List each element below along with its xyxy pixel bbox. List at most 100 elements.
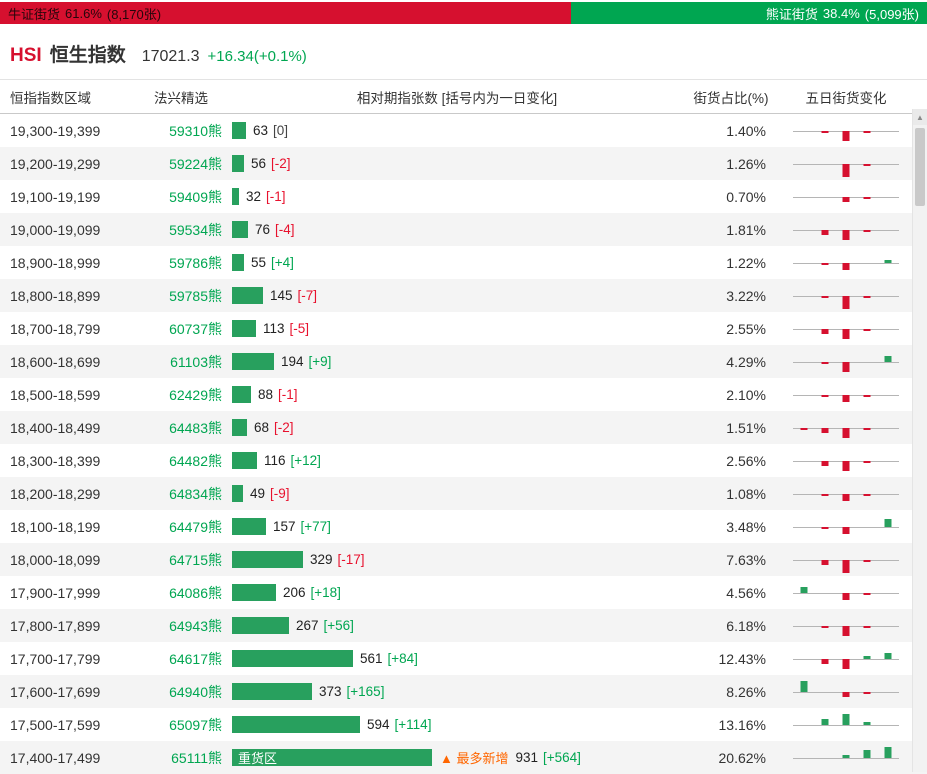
oi-bar-cell: 157 [+77]: [224, 518, 682, 535]
mini-chart-slot: [878, 678, 899, 705]
heavy-zone-label: 重货区: [238, 751, 278, 766]
mini-bar-down: [863, 394, 871, 398]
five-day-mini-chart: [793, 480, 899, 507]
mini-bar-down: [842, 328, 850, 339]
oi-bar: [232, 617, 289, 634]
bull-amount: (8,170张): [106, 6, 162, 22]
warrant-code-link[interactable]: 64943熊: [169, 617, 222, 634]
street-ratio-value: 1.08%: [726, 485, 766, 502]
five-day-mini-chart: [793, 513, 899, 540]
warrant-code-link[interactable]: 64834熊: [169, 485, 222, 502]
index-range: 19,200-19,299: [10, 155, 101, 172]
oi-bar-cell: 56 [-2]: [224, 155, 682, 172]
warrant-code-link[interactable]: 64940熊: [169, 683, 222, 700]
index-range: 17,400-17,499: [10, 749, 101, 766]
oi-value: 206: [283, 585, 306, 600]
five-day-mini-chart: [793, 744, 899, 771]
warrant-code-link[interactable]: 64715熊: [169, 551, 222, 568]
table-row: 18,700-18,799 60737熊 113 [-5] 2.55%: [0, 312, 927, 345]
bull-bear-ratio-bar: 牛证街货 61.6% (8,170张) 熊证街货 38.4% (5,099张): [0, 2, 927, 24]
mini-chart-slot: [878, 249, 899, 276]
warrant-code-link[interactable]: 60737熊: [169, 320, 222, 337]
oi-one-day-change: [-1]: [266, 189, 286, 204]
scrollbar-thumb[interactable]: [915, 128, 925, 206]
warrant-code-link[interactable]: 64617熊: [169, 650, 222, 667]
mini-chart-slot: [793, 711, 814, 738]
warrant-code-link[interactable]: 64483熊: [169, 419, 222, 436]
mini-chart-slot: [835, 249, 856, 276]
mini-chart-slot: [878, 711, 899, 738]
index-range: 19,000-19,099: [10, 221, 101, 238]
oi-one-day-change: [+56]: [323, 618, 354, 633]
mini-bar-down: [821, 559, 829, 565]
scrollbar-up-arrow-icon[interactable]: ▲: [913, 109, 927, 125]
mini-chart-slot: [835, 282, 856, 309]
five-day-mini-chart: [793, 117, 899, 144]
mini-chart-slot: [793, 381, 814, 408]
oi-bar-cell: 206 [+18]: [224, 584, 682, 601]
mini-chart-slot: [793, 513, 814, 540]
mini-chart-slot: [857, 315, 878, 342]
street-ratio-value: 1.81%: [726, 221, 766, 238]
index-range: 18,100-18,199: [10, 518, 101, 535]
oi-one-day-change: [-4]: [275, 222, 295, 237]
mini-chart-slot: [793, 249, 814, 276]
warrant-code-link[interactable]: 64086熊: [169, 584, 222, 601]
mini-bar-down: [821, 262, 829, 266]
warrant-code-link[interactable]: 61103熊: [170, 353, 222, 370]
mini-bar-down: [821, 460, 829, 466]
street-ratio-value: 4.56%: [726, 584, 766, 601]
mini-chart-slot: [793, 480, 814, 507]
mini-bar-down: [842, 394, 850, 403]
oi-value: 68: [254, 420, 270, 435]
oi-bar-cell: 49 [-9]: [224, 485, 682, 502]
table-row: 18,400-18,499 64483熊 68 [-2] 1.51%: [0, 411, 927, 444]
index-range: 18,700-18,799: [10, 320, 101, 337]
header-street-ratio: 街货占比(%): [693, 90, 769, 106]
mini-chart-slot: [857, 183, 878, 210]
mini-bar-down: [821, 361, 829, 365]
mini-chart-slot: [835, 711, 856, 738]
oi-bar: [232, 221, 248, 238]
index-range: 18,600-18,699: [10, 353, 101, 370]
warrant-code-link[interactable]: 59786熊: [169, 254, 222, 271]
warrant-code-link[interactable]: 59409熊: [169, 188, 222, 205]
mini-bar-down: [863, 130, 871, 134]
warrant-code-link[interactable]: 59534熊: [169, 221, 222, 238]
warrant-code-link[interactable]: 59310熊: [169, 122, 222, 139]
mini-chart-slot: [814, 678, 835, 705]
mini-bar-down: [863, 592, 871, 596]
mini-bar-up: [821, 719, 829, 725]
five-day-chart: [780, 216, 912, 243]
mini-chart-slot: [857, 249, 878, 276]
index-range: 18,000-18,099: [10, 551, 101, 568]
index-range: 17,800-17,899: [10, 617, 101, 634]
warrant-code-link[interactable]: 64482熊: [169, 452, 222, 469]
table-row: 18,600-18,699 61103熊 194 [+9] 4.29%: [0, 345, 927, 378]
oi-bar: [232, 518, 266, 535]
street-ratio-value: 3.48%: [726, 518, 766, 535]
warrant-code-link[interactable]: 65111熊: [171, 749, 222, 766]
warrant-code-link[interactable]: 62429熊: [169, 386, 222, 403]
mini-chart-slot: [835, 381, 856, 408]
mini-chart-slot: [878, 183, 899, 210]
index-range: 19,100-19,199: [10, 188, 101, 205]
mini-chart-slot: [814, 216, 835, 243]
scrollbar[interactable]: ▲: [912, 109, 927, 772]
warrant-code-link[interactable]: 65097熊: [169, 716, 222, 733]
oi-bar-cell: 113 [-5]: [224, 320, 682, 337]
warrant-code-link[interactable]: 59785熊: [169, 287, 222, 304]
five-day-mini-chart: [793, 612, 899, 639]
oi-bar: [232, 551, 303, 568]
index-range: 18,900-18,999: [10, 254, 101, 271]
five-day-mini-chart: [793, 183, 899, 210]
oi-value: 329: [310, 552, 333, 567]
mini-chart-slot: [857, 711, 878, 738]
warrant-code-link[interactable]: 64479熊: [169, 518, 222, 535]
rows-container: 19,300-19,399 59310熊 63 [0] 1.40% 19,200…: [0, 114, 927, 774]
mini-bar-down: [842, 130, 850, 141]
mini-chart-slot: [878, 282, 899, 309]
warrant-code-link[interactable]: 59224熊: [169, 155, 222, 172]
oi-one-day-change: [+12]: [290, 453, 321, 468]
oi-value: 76: [255, 222, 271, 237]
